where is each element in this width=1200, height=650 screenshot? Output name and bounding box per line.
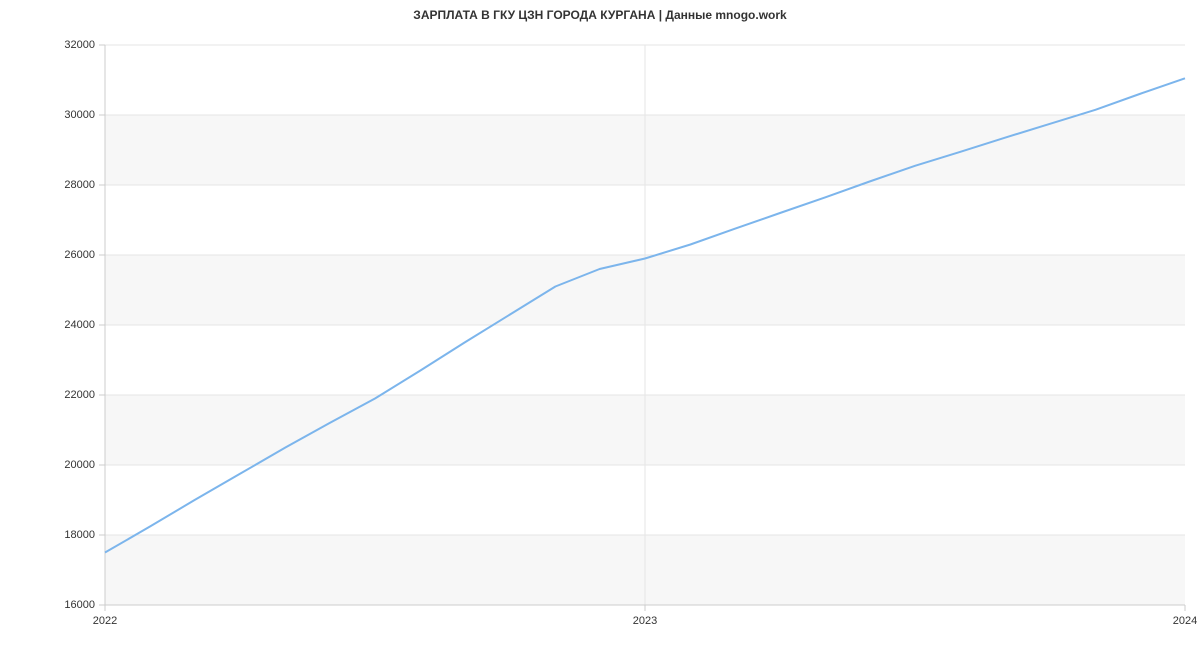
y-tick-label: 18000 (0, 529, 95, 541)
y-tick-label: 30000 (0, 109, 95, 121)
y-tick-label: 22000 (0, 389, 95, 401)
y-tick-label: 16000 (0, 599, 95, 611)
x-tick-label: 2022 (93, 615, 117, 627)
x-tick-label: 2023 (633, 615, 657, 627)
y-tick-label: 32000 (0, 39, 95, 51)
y-tick-label: 26000 (0, 249, 95, 261)
y-tick-label: 28000 (0, 179, 95, 191)
chart-container: ЗАРПЛАТА В ГКУ ЦЗН ГОРОДА КУРГАНА | Данн… (0, 0, 1200, 650)
chart-svg (0, 0, 1200, 650)
y-tick-label: 24000 (0, 319, 95, 331)
y-tick-label: 20000 (0, 459, 95, 471)
x-tick-label: 2024 (1173, 615, 1197, 627)
